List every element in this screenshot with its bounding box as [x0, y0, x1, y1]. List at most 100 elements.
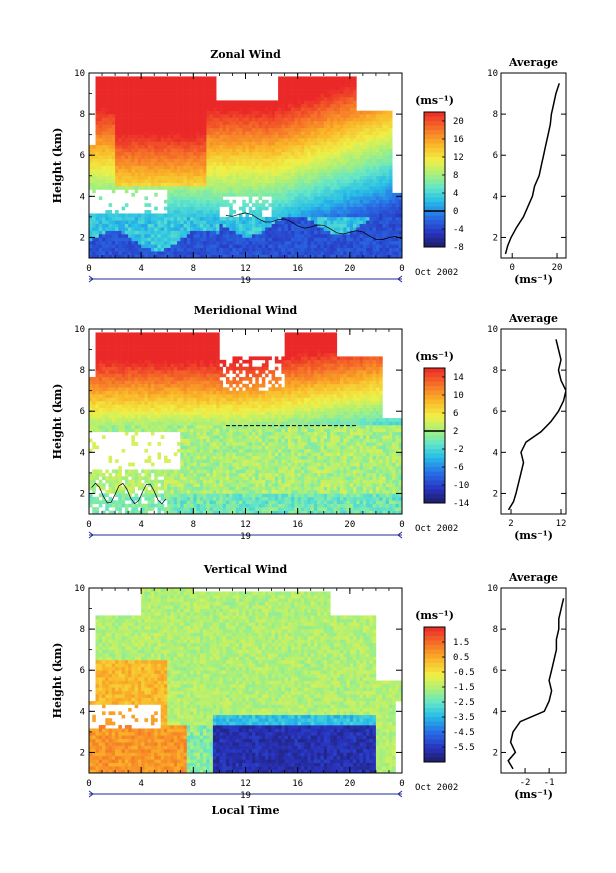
heatmap-cell	[340, 134, 344, 139]
heatmap-cell	[121, 141, 126, 146]
heatmap-cell	[336, 127, 341, 132]
heatmap-cell	[180, 168, 184, 173]
heatmap-cell	[98, 366, 103, 371]
heatmap-cell	[206, 240, 210, 245]
heatmap-cell	[225, 158, 230, 163]
heatmap-cell	[206, 90, 210, 94]
heatmap-cell	[349, 203, 354, 207]
heatmap-cell	[190, 234, 194, 238]
heatmap-cell	[203, 172, 207, 177]
heatmap-cell	[92, 182, 96, 187]
heatmap-cell	[300, 110, 305, 115]
heatmap-cell	[102, 418, 106, 422]
heatmap-cell	[362, 141, 367, 146]
heatmap-cell	[392, 213, 396, 218]
colorbar-segment	[424, 242, 445, 248]
heatmap-cell	[395, 199, 400, 204]
heatmap-cell	[154, 100, 158, 105]
heatmap-cell	[229, 244, 233, 249]
heatmap-cell	[242, 237, 246, 242]
heatmap-cell	[225, 199, 230, 204]
heatmap-cell	[304, 134, 308, 139]
heatmap-cell	[144, 120, 148, 125]
heatmap-cell	[294, 216, 298, 221]
heatmap-cell	[105, 227, 109, 231]
heatmap-cell	[369, 254, 373, 258]
heatmap-cell	[222, 100, 227, 105]
heatmap-cell	[232, 144, 237, 149]
heatmap-cell	[238, 230, 243, 235]
heatmap-cell	[261, 117, 266, 122]
heatmap-cell	[134, 120, 139, 125]
heatmap-cell	[183, 186, 188, 190]
heatmap-cell	[177, 76, 181, 81]
heatmap-cell	[294, 96, 298, 101]
heatmap-cell	[183, 230, 188, 235]
heatmap-cell	[193, 93, 197, 98]
heatmap-cell	[147, 251, 152, 255]
heatmap-cell	[304, 216, 308, 221]
heatmap-cell	[229, 114, 233, 118]
heatmap-cell	[196, 223, 201, 228]
heatmap-cell	[343, 141, 347, 146]
heatmap-cell	[369, 165, 373, 170]
heatmap-cell	[379, 199, 383, 204]
heatmap-cell	[131, 179, 135, 183]
heatmap-cell	[242, 234, 246, 238]
heatmap-cell	[356, 124, 360, 129]
heatmap-cell	[359, 124, 364, 129]
heatmap-cell	[271, 186, 276, 190]
heatmap-cell	[327, 165, 331, 170]
heatmap-cell	[92, 510, 96, 514]
heatmap-cell	[284, 213, 289, 218]
heatmap-cell	[170, 86, 175, 91]
heatmap-cell	[115, 138, 119, 142]
heatmap-cell	[248, 192, 253, 197]
heatmap-cell	[118, 120, 122, 125]
heatmap-cell	[242, 103, 246, 108]
heatmap-cell	[271, 107, 276, 111]
heatmap-cell	[320, 182, 325, 187]
heatmap-cell	[242, 175, 246, 180]
heatmap-cell	[111, 370, 116, 374]
heatmap-cell	[252, 237, 256, 242]
heatmap-cell	[281, 155, 285, 159]
heatmap-cell	[219, 148, 223, 153]
heatmap-cell	[196, 79, 201, 84]
heatmap-cell	[212, 196, 217, 201]
heatmap-cell	[105, 428, 109, 433]
heatmap-cell	[209, 103, 214, 108]
heatmap-cell	[111, 83, 116, 88]
heatmap-cell	[388, 131, 393, 135]
heatmap-cell	[186, 138, 191, 142]
heatmap-cell	[203, 223, 207, 228]
heatmap-cell	[118, 124, 122, 129]
heatmap-cell	[154, 172, 158, 177]
heatmap-cell	[170, 223, 175, 228]
heatmap-cell	[255, 254, 259, 258]
heatmap-cell	[287, 144, 292, 149]
heatmap-cell	[108, 486, 113, 491]
heatmap-cell	[349, 158, 354, 163]
heatmap-cell	[271, 220, 276, 225]
heatmap-cell	[177, 134, 181, 139]
heatmap-cell	[95, 144, 100, 149]
heatmap-cell	[366, 220, 370, 225]
heatmap-cell	[320, 90, 325, 94]
heatmap-cell	[150, 117, 155, 122]
heatmap-cell	[375, 240, 380, 245]
heatmap-cell	[203, 158, 207, 163]
heatmap-cell	[340, 103, 344, 108]
heatmap-cell	[209, 155, 214, 159]
heatmap-cell	[150, 114, 155, 118]
heatmap-cell	[160, 144, 165, 149]
heatmap-cell	[330, 192, 334, 197]
heatmap-cell	[271, 192, 276, 197]
heatmap-cell	[212, 199, 217, 204]
heatmap-cell	[274, 210, 279, 214]
heatmap-cell	[340, 141, 344, 146]
heatmap-cell	[287, 206, 292, 211]
heatmap-cell	[98, 100, 103, 105]
heatmap-cell	[173, 162, 178, 166]
heatmap-cell	[375, 196, 380, 201]
